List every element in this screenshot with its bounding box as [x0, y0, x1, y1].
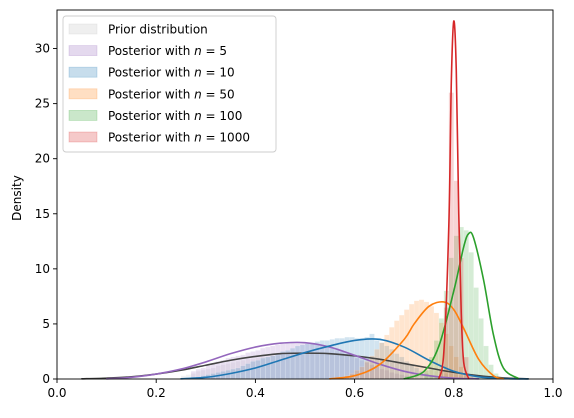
histogram-bar [250, 361, 256, 380]
legend-label: Posterior with n = 10 [108, 66, 235, 80]
legend-swatch [68, 88, 98, 100]
histogram-bar [235, 367, 241, 380]
legend-label: Posterior with n = 5 [108, 44, 227, 58]
histogram-bar [240, 365, 246, 380]
histogram-bar [245, 363, 251, 380]
histogram-bar [473, 287, 479, 380]
histogram-bar [275, 353, 281, 380]
histogram-bar [448, 92, 454, 380]
histogram-bar [408, 303, 415, 380]
histogram-bar [314, 341, 321, 380]
y-tick-label: 0 [42, 372, 50, 386]
axes: 0.0 0.2 0.4 0.6 0.8 1.0 0 5 10 15 20 25 30 [35, 9, 563, 400]
histogram-bar [344, 336, 350, 380]
histogram-bar [468, 252, 474, 380]
legend-label: Prior distribution [108, 23, 208, 37]
y-tick-label: 10 [35, 262, 50, 276]
legend-label: Posterior with n = 100 [108, 109, 242, 123]
legend: Prior distribution Posterior with n = 5 Po… [62, 15, 277, 153]
histogram-bar [463, 230, 469, 380]
x-tick-label: 0.8 [444, 386, 463, 400]
x-tick-label: 0.4 [246, 386, 265, 400]
density-curve-4 [403, 231, 520, 380]
histogram-bar [413, 300, 420, 380]
histogram-bar [404, 309, 410, 380]
histogram-bar [483, 345, 489, 380]
y-tick-label: 15 [35, 207, 50, 221]
histogram-bar [309, 342, 316, 380]
x-tick-label: 1.0 [543, 386, 562, 400]
legend-swatch [68, 131, 98, 143]
histogram-bar [270, 355, 276, 380]
histogram-bar [304, 343, 311, 380]
density-curve-2 [180, 338, 529, 380]
legend-label: Posterior with n = 1000 [108, 131, 250, 145]
histogram-bar [349, 336, 355, 380]
histogram-bar [299, 344, 306, 380]
density-curve-layer [81, 20, 529, 380]
histogram-bar [339, 338, 345, 380]
density-curve-5 [438, 20, 470, 380]
legend-label: Posterior with n = 50 [108, 87, 235, 101]
histogram-bar [284, 350, 291, 380]
histogram-bar [280, 351, 286, 380]
y-tick-label: 30 [35, 42, 50, 56]
legend-swatch [68, 23, 98, 35]
legend-swatch [68, 45, 98, 56]
x-tick-label: 0.6 [345, 386, 364, 400]
histogram-bar [255, 360, 261, 380]
legend-swatch [68, 66, 98, 78]
y-tick-label: 5 [42, 317, 50, 331]
histogram-bar [478, 318, 484, 380]
y-axis-label: Density [10, 175, 24, 221]
density-curve-3 [329, 300, 505, 380]
plot-frame [56, 9, 554, 380]
legend-box [62, 15, 277, 153]
histogram-bar [260, 357, 266, 380]
x-tick-label: 0.0 [47, 386, 66, 400]
legend-swatch [68, 110, 98, 121]
density-curve-1 [105, 341, 480, 380]
y-tick-label: 25 [35, 97, 50, 111]
x-tick-label: 0.2 [147, 386, 166, 400]
histogram-bar [294, 345, 301, 380]
histogram-bar [265, 356, 271, 380]
y-tick-label: 20 [35, 152, 50, 166]
